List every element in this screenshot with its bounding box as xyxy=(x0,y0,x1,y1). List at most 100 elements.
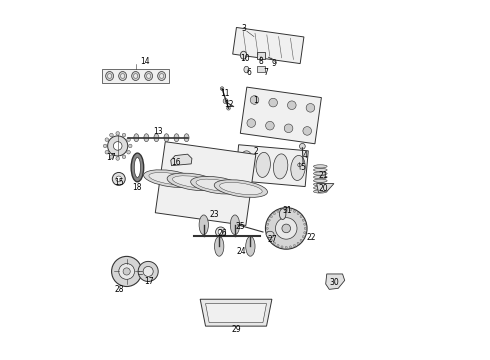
Ellipse shape xyxy=(294,210,295,212)
Ellipse shape xyxy=(167,173,220,191)
Circle shape xyxy=(113,141,122,150)
Circle shape xyxy=(223,99,228,104)
Text: 17: 17 xyxy=(106,153,115,162)
Text: 23: 23 xyxy=(210,210,220,219)
Ellipse shape xyxy=(107,74,112,78)
Polygon shape xyxy=(326,274,344,289)
FancyBboxPatch shape xyxy=(257,52,266,59)
Ellipse shape xyxy=(267,231,269,234)
Circle shape xyxy=(275,218,297,239)
Circle shape xyxy=(138,261,158,282)
Text: 2: 2 xyxy=(253,147,258,156)
Polygon shape xyxy=(200,299,272,326)
Ellipse shape xyxy=(121,74,125,78)
Ellipse shape xyxy=(281,246,283,248)
Text: 8: 8 xyxy=(259,57,264,66)
Ellipse shape xyxy=(294,244,295,247)
Circle shape xyxy=(269,98,277,107)
Circle shape xyxy=(122,133,126,137)
Ellipse shape xyxy=(144,170,197,188)
Text: 21: 21 xyxy=(318,171,328,180)
Text: 11: 11 xyxy=(220,89,230,98)
Ellipse shape xyxy=(314,183,327,186)
Ellipse shape xyxy=(291,156,305,180)
Text: 18: 18 xyxy=(133,183,142,192)
Circle shape xyxy=(116,176,122,182)
Ellipse shape xyxy=(191,176,244,194)
Ellipse shape xyxy=(230,215,240,235)
Ellipse shape xyxy=(281,209,283,211)
Ellipse shape xyxy=(239,151,253,176)
Ellipse shape xyxy=(172,176,215,188)
Circle shape xyxy=(103,144,107,148)
Polygon shape xyxy=(171,154,192,166)
Circle shape xyxy=(266,121,274,130)
Ellipse shape xyxy=(273,154,288,179)
Ellipse shape xyxy=(240,51,247,59)
Circle shape xyxy=(105,150,109,154)
Ellipse shape xyxy=(277,244,279,247)
Text: 9: 9 xyxy=(271,59,276,68)
Text: 13: 13 xyxy=(153,127,163,136)
Ellipse shape xyxy=(147,74,151,78)
Text: 6: 6 xyxy=(246,68,251,77)
Ellipse shape xyxy=(159,74,164,78)
Ellipse shape xyxy=(196,179,239,192)
Ellipse shape xyxy=(174,134,179,141)
Circle shape xyxy=(127,150,130,154)
Text: 28: 28 xyxy=(115,285,124,294)
Ellipse shape xyxy=(270,239,272,241)
Ellipse shape xyxy=(300,239,302,241)
Circle shape xyxy=(288,101,296,109)
Ellipse shape xyxy=(279,209,286,220)
Text: 25: 25 xyxy=(236,222,245,231)
Ellipse shape xyxy=(300,216,302,218)
Ellipse shape xyxy=(267,223,269,225)
Text: 16: 16 xyxy=(172,158,181,167)
Ellipse shape xyxy=(164,134,169,141)
Circle shape xyxy=(122,155,126,159)
Circle shape xyxy=(108,136,128,156)
Ellipse shape xyxy=(304,223,306,225)
Text: 24: 24 xyxy=(237,247,246,256)
Ellipse shape xyxy=(215,237,224,256)
Ellipse shape xyxy=(304,231,306,234)
Text: 27: 27 xyxy=(267,235,277,244)
Ellipse shape xyxy=(297,242,299,244)
Circle shape xyxy=(303,127,312,135)
Ellipse shape xyxy=(134,134,139,141)
Ellipse shape xyxy=(145,72,152,81)
Circle shape xyxy=(282,224,291,233)
Text: 1: 1 xyxy=(253,96,258,105)
Ellipse shape xyxy=(266,227,269,229)
Ellipse shape xyxy=(149,172,192,185)
Text: 17: 17 xyxy=(145,276,154,285)
Ellipse shape xyxy=(106,72,114,81)
Circle shape xyxy=(227,107,230,110)
Ellipse shape xyxy=(277,210,279,212)
Circle shape xyxy=(110,133,113,137)
Ellipse shape xyxy=(314,179,327,182)
Ellipse shape xyxy=(131,153,144,182)
Ellipse shape xyxy=(144,134,149,141)
Circle shape xyxy=(116,132,120,135)
Ellipse shape xyxy=(134,157,141,177)
Polygon shape xyxy=(240,87,321,144)
Ellipse shape xyxy=(220,183,262,195)
Ellipse shape xyxy=(199,215,208,235)
Polygon shape xyxy=(236,145,308,186)
Ellipse shape xyxy=(290,246,292,248)
Text: 4: 4 xyxy=(303,151,308,160)
Text: 3: 3 xyxy=(242,24,247,33)
Ellipse shape xyxy=(268,235,270,238)
Circle shape xyxy=(112,172,125,185)
FancyBboxPatch shape xyxy=(257,66,266,72)
Ellipse shape xyxy=(270,216,272,218)
Ellipse shape xyxy=(184,134,189,141)
Polygon shape xyxy=(317,184,334,193)
Polygon shape xyxy=(102,69,169,83)
Circle shape xyxy=(299,143,305,149)
Circle shape xyxy=(298,163,301,167)
Ellipse shape xyxy=(133,74,138,78)
Text: 30: 30 xyxy=(329,278,339,287)
